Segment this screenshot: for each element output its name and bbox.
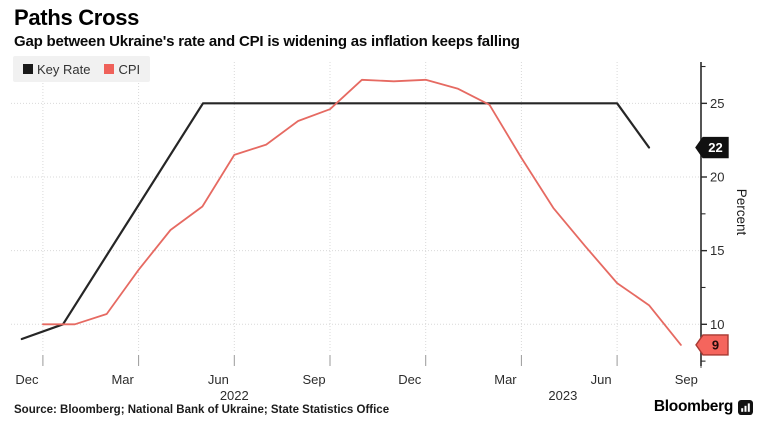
x-tick-label: Jun [208,372,229,387]
legend-label-key-rate: Key Rate [37,61,91,77]
legend-item-key-rate: Key Rate [23,62,90,77]
bloomberg-logo: Bloomberg [654,398,753,416]
x-tick-label: Mar [494,372,517,387]
x-tick-label: Dec [15,372,39,387]
cpi-swatch-icon [104,64,115,74]
legend-item-cpi: CPI [104,62,140,77]
page-title: Paths Cross [14,5,140,30]
x-tick-label: Sep [675,372,698,387]
legend-label-cpi: CPI [118,61,141,77]
cpi-value-label: 9 [712,338,719,353]
key-rate-line [20,102,651,341]
chart-subtitle: Gap between Ukraine's rate and CPI is wi… [14,33,520,50]
x-tick-label: Sep [302,372,325,387]
year-label: 2023 [548,388,577,403]
cpi-value-badge [695,334,729,356]
key-rate-value-badge [695,136,729,159]
x-tick-label: Jun [591,372,612,387]
key-rate-swatch-icon [23,64,33,74]
source-text: Source: Bloomberg; National Bank of Ukra… [14,404,390,416]
y-axis-title: Percent [734,189,749,236]
y-tick-label: 10 [710,317,724,332]
bloomberg-logo-text: Bloomberg [653,398,733,415]
y-tick-label: 15 [710,243,724,258]
cpi-line [42,78,682,346]
legend: Key Rate CPI [13,56,151,82]
key-rate-value-label: 22 [708,140,722,155]
x-tick-label: Mar [111,372,134,387]
year-label: 2022 [220,388,249,403]
y-tick-label: 25 [710,96,724,111]
bloomberg-terminal-icon [738,399,753,415]
y-tick-label: 20 [710,170,724,185]
x-tick-label: Dec [398,372,422,387]
